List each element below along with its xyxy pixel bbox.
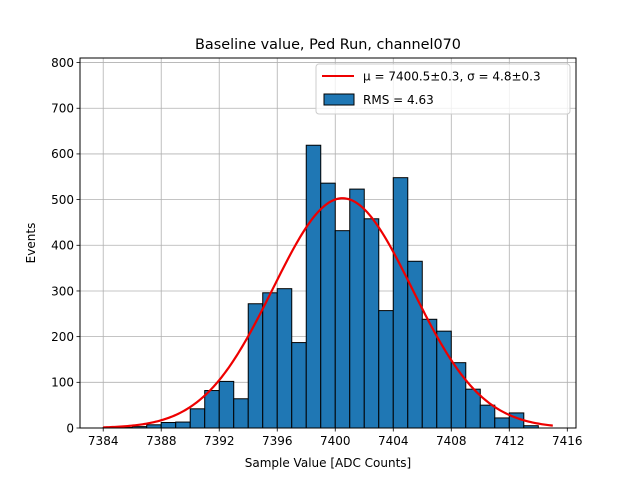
y-tick-label: 0 [66, 421, 74, 435]
plot-frame [79, 57, 577, 429]
legend: μ = 7400.5±0.3, σ = 4.8±0.3 RMS = 4.63 [315, 63, 571, 115]
y-tick-label: 300 [51, 284, 74, 298]
x-tick-label: 7408 [436, 434, 467, 448]
histogram-bar [436, 330, 452, 429]
y-axis-label: Events [24, 223, 38, 264]
y-axis-ticks: 0 100 200 300 400 500 600 700 800 [51, 56, 80, 435]
x-tick-label: 7392 [204, 434, 235, 448]
histogram-bar [160, 422, 177, 429]
histogram-bar [363, 218, 380, 429]
histogram-bar [334, 230, 351, 429]
x-axis-label: Sample Value [ADC Counts] [245, 456, 411, 470]
y-tick-label: 600 [51, 147, 74, 161]
x-tick-label: 7412 [494, 434, 525, 448]
histogram-bar [494, 417, 510, 429]
y-tick-label: 200 [51, 330, 74, 344]
chart-title: Baseline value, Ped Run, channel070 [195, 37, 461, 53]
histogram-bar [218, 380, 235, 429]
x-tick-label: 7388 [146, 434, 177, 448]
y-tick-label: 700 [51, 102, 74, 116]
gaussian-fit-curve [103, 197, 553, 429]
legend-box [315, 63, 571, 115]
legend-fit-sep: , [459, 70, 467, 84]
histogram-bar [204, 390, 220, 429]
histogram-bar [233, 398, 249, 429]
histogram-bar [320, 182, 336, 429]
legend-fit-sigma: σ = 4.8±0.3 [467, 70, 541, 84]
histogram-bar [262, 292, 278, 429]
x-tick-label: 7400 [320, 434, 351, 448]
x-tick-label: 7404 [378, 434, 409, 448]
y-tick-label: 800 [51, 56, 74, 70]
x-tick-label: 7396 [262, 434, 293, 448]
histogram-bar [175, 421, 191, 429]
legend-fit-mu: μ = 7400.5±0.3 [363, 70, 459, 84]
histogram-bar [291, 342, 307, 429]
x-axis-ticks: 7384 7388 7392 7396 7400 7404 7408 7412 7416 [88, 428, 583, 448]
histogram-bar [392, 177, 409, 429]
y-tick-label: 400 [51, 239, 74, 253]
legend-histogram-swatch [323, 93, 355, 106]
legend-fit-label: μ = 7400.5±0.3, σ = 4.8±0.3 [363, 70, 541, 84]
histogram-bar [349, 188, 365, 429]
histogram-bar [305, 144, 322, 429]
histogram-bar [189, 408, 206, 429]
y-tick-label: 100 [51, 376, 74, 390]
histogram-bar [421, 318, 438, 429]
legend-histogram-label: RMS = 4.63 [363, 93, 434, 107]
x-tick-label: 7384 [88, 434, 119, 448]
x-tick-label: 7416 [552, 434, 583, 448]
histogram-bar [479, 404, 496, 429]
y-tick-label: 500 [51, 193, 74, 207]
histogram-bar [276, 288, 293, 429]
fit-curve-layer [103, 197, 553, 429]
histogram-bar [378, 310, 394, 429]
